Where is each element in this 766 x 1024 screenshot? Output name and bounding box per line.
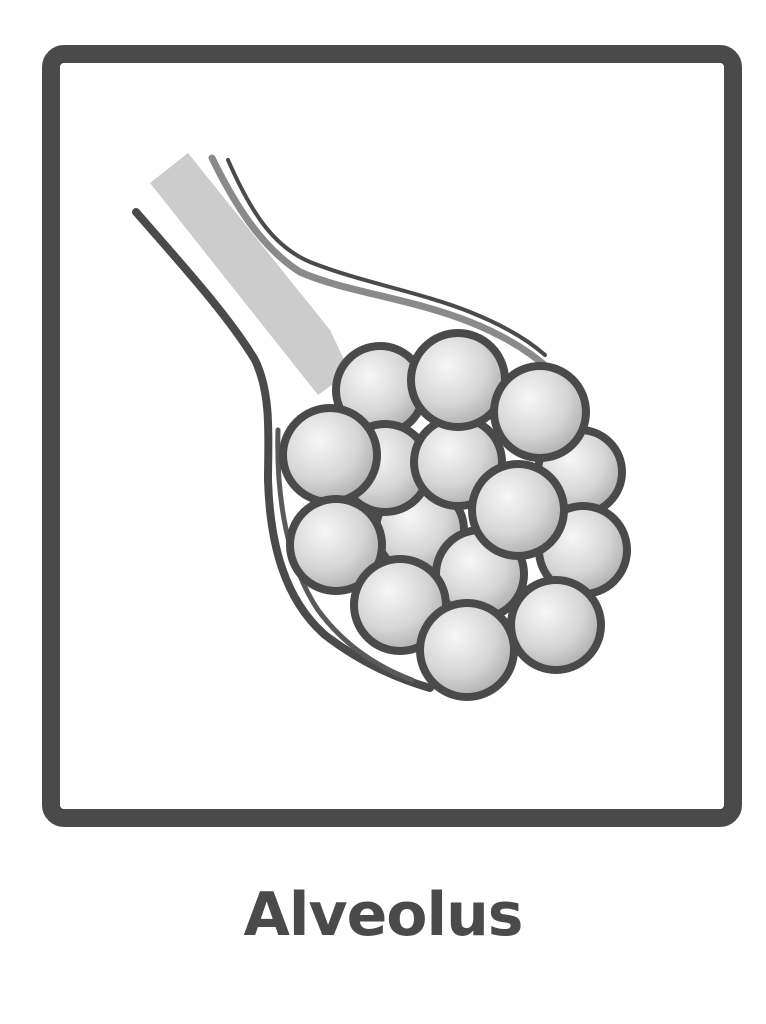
duct-wall — [132, 208, 434, 692]
alveolar-sac — [468, 460, 568, 560]
alveolar-sac-cluster — [279, 329, 631, 701]
alveolar-sac — [286, 495, 386, 595]
bronchiole-duct — [150, 153, 350, 395]
alveolar-sac — [507, 576, 605, 674]
card-caption: Alveolus — [243, 880, 523, 950]
alveolar-sac — [416, 599, 518, 701]
alveolar-sac — [490, 362, 590, 462]
alveolar-sac — [279, 404, 381, 506]
sac-envelope-line — [275, 427, 415, 683]
sac-envelope-upper — [226, 158, 547, 357]
blood-vessel-line — [208, 154, 552, 372]
